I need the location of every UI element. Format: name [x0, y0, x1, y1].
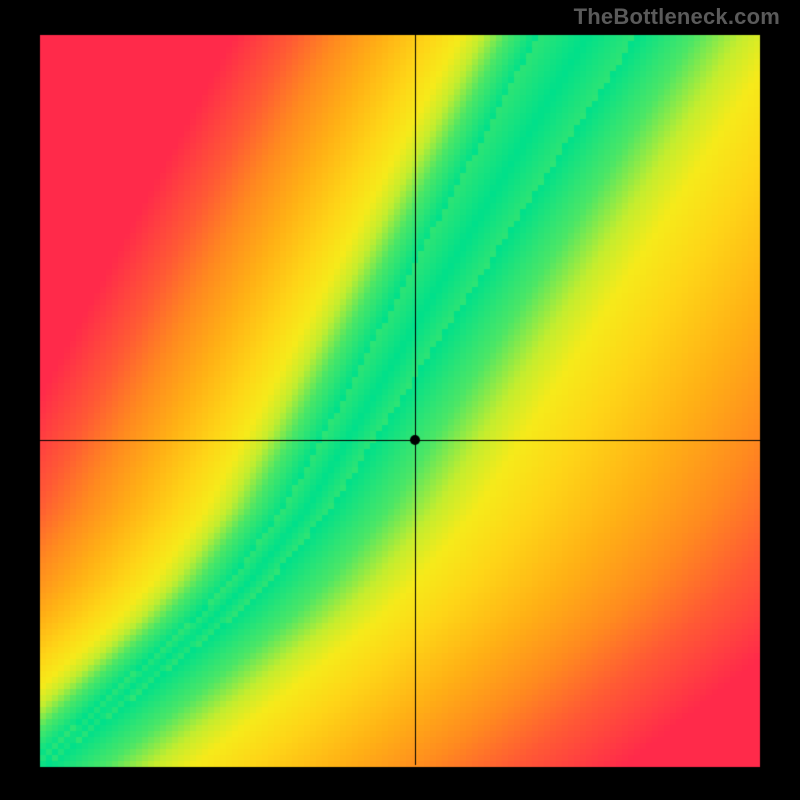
watermark-text: TheBottleneck.com [574, 4, 780, 30]
bottleneck-heatmap [0, 0, 800, 800]
